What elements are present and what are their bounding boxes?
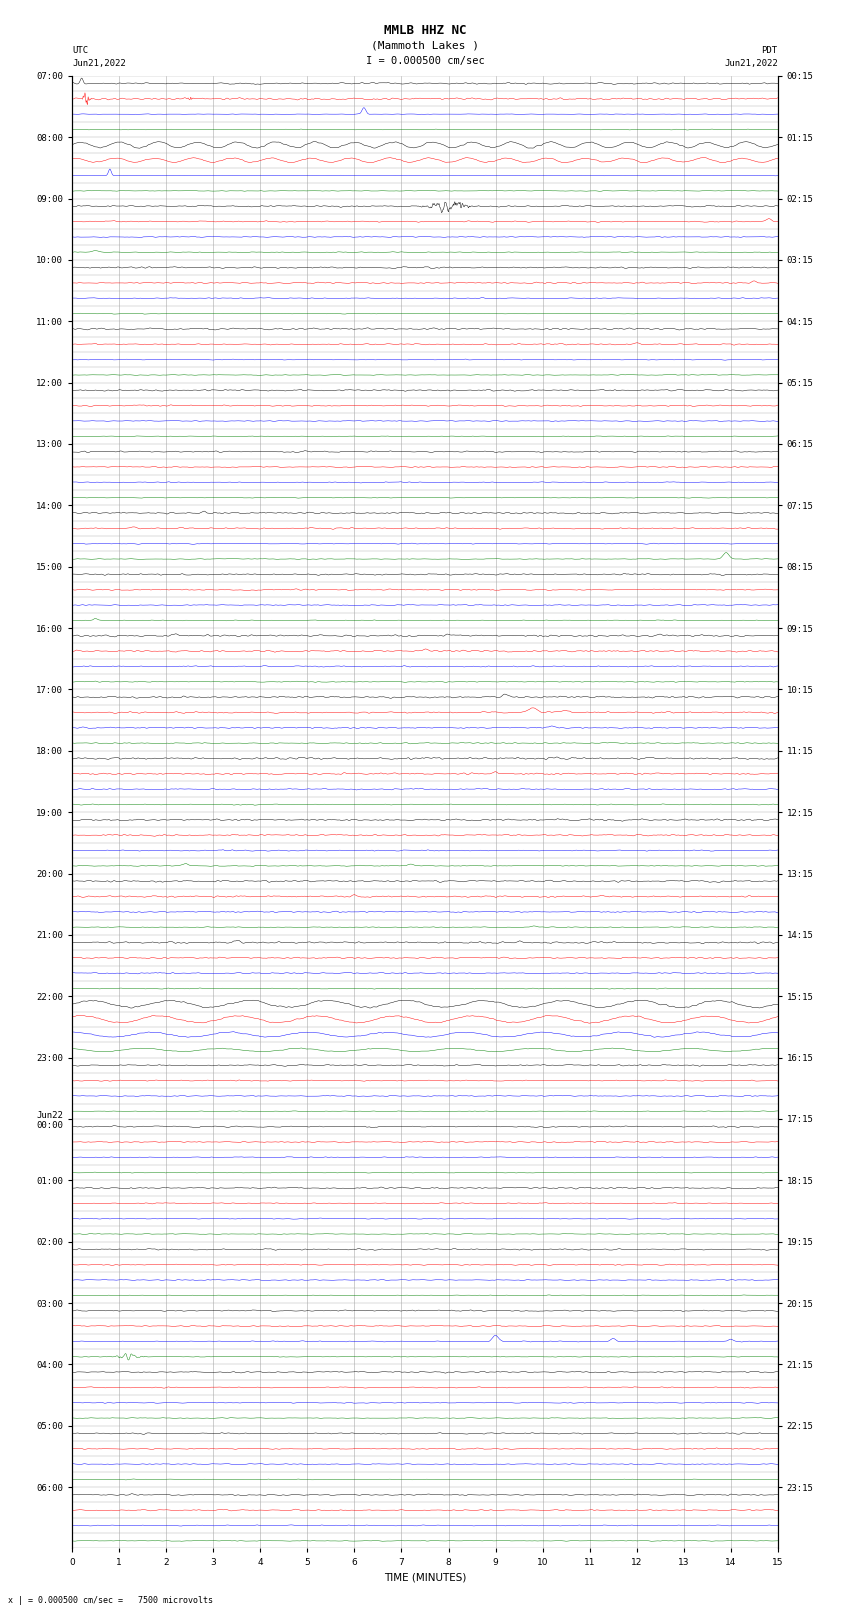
Text: x | = 0.000500 cm/sec =   7500 microvolts: x | = 0.000500 cm/sec = 7500 microvolts [8,1595,213,1605]
Text: UTC: UTC [72,45,88,55]
Text: I = 0.000500 cm/sec: I = 0.000500 cm/sec [366,56,484,66]
Text: PDT: PDT [762,45,778,55]
X-axis label: TIME (MINUTES): TIME (MINUTES) [384,1573,466,1582]
Text: Jun21,2022: Jun21,2022 [72,58,126,68]
Text: (Mammoth Lakes ): (Mammoth Lakes ) [371,40,479,50]
Text: MMLB HHZ NC: MMLB HHZ NC [383,24,467,37]
Text: Jun21,2022: Jun21,2022 [724,58,778,68]
